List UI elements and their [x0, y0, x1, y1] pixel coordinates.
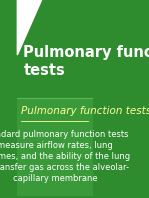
- Text: Pulmonary function
tests: Pulmonary function tests: [23, 45, 149, 78]
- Bar: [17, 0, 93, 98]
- Polygon shape: [17, 0, 42, 55]
- Text: Pulmonary function tests: Pulmonary function tests: [21, 106, 149, 116]
- Bar: [17, 98, 93, 196]
- Text: Standard pulmonary function tests
measure airflow rates, lung
volumes, and the a: Standard pulmonary function tests measur…: [0, 130, 130, 183]
